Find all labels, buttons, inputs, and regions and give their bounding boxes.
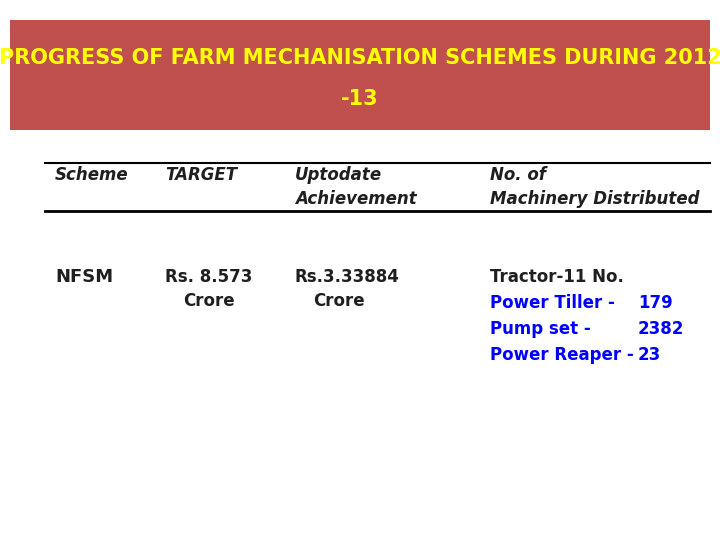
Text: -13: -13 bbox=[341, 89, 379, 109]
Text: 2382: 2382 bbox=[638, 320, 685, 338]
Text: Crore: Crore bbox=[313, 292, 364, 310]
Text: NFSM: NFSM bbox=[55, 268, 113, 286]
Text: Rs.3.33884: Rs.3.33884 bbox=[295, 268, 400, 286]
Text: Power Tiller -: Power Tiller - bbox=[490, 294, 615, 312]
Text: Uptodate: Uptodate bbox=[295, 166, 382, 184]
Text: TARGET: TARGET bbox=[165, 166, 237, 184]
Text: No. of: No. of bbox=[490, 166, 546, 184]
Text: 23: 23 bbox=[638, 346, 661, 364]
Text: Machinery Distributed: Machinery Distributed bbox=[490, 190, 700, 208]
Text: Achievement: Achievement bbox=[295, 190, 417, 208]
Text: Crore: Crore bbox=[183, 292, 235, 310]
FancyBboxPatch shape bbox=[10, 20, 710, 130]
Text: Pump set -: Pump set - bbox=[490, 320, 590, 338]
Text: PROGRESS OF FARM MECHANISATION SCHEMES DURING 2012: PROGRESS OF FARM MECHANISATION SCHEMES D… bbox=[0, 49, 720, 69]
Text: Tractor-11 No.: Tractor-11 No. bbox=[490, 268, 624, 286]
Text: Scheme: Scheme bbox=[55, 166, 129, 184]
Text: 179: 179 bbox=[638, 294, 672, 312]
Text: Power Reaper -: Power Reaper - bbox=[490, 346, 634, 364]
Text: Rs. 8.573: Rs. 8.573 bbox=[165, 268, 253, 286]
